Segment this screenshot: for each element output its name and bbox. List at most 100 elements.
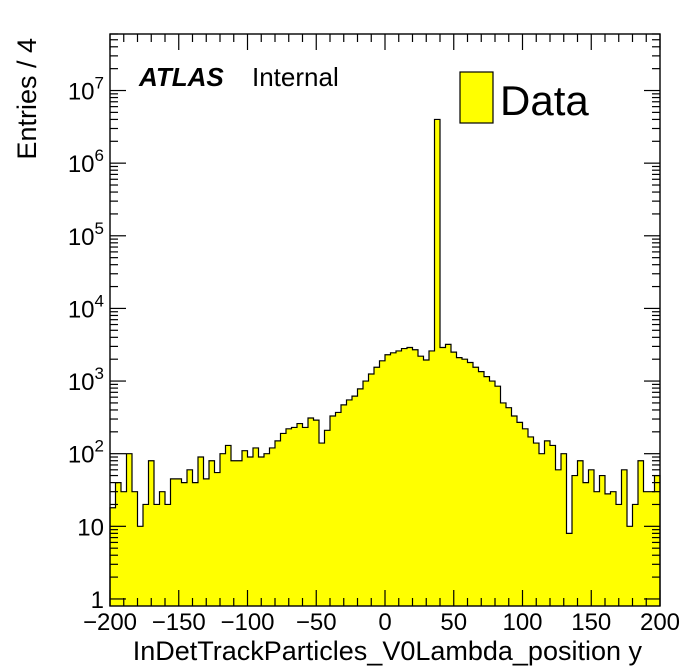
y-tick-label: 104 [68, 291, 104, 323]
histogram-bars [109, 118, 661, 607]
x-tick-label: −100 [220, 609, 274, 636]
histogram-bar [412, 349, 418, 606]
histogram-bar [522, 428, 528, 606]
histogram-bar [187, 469, 193, 606]
histogram-bar [319, 443, 325, 606]
histogram-bar [352, 396, 358, 606]
histogram-bar [643, 491, 649, 606]
histogram-bar [638, 460, 644, 606]
x-axis-title: InDetTrackParticles_V0Lambda_position y [133, 636, 643, 666]
y-tick-label: 106 [68, 146, 104, 178]
atlas-label: ATLAS [138, 62, 224, 92]
histogram-bar [445, 344, 451, 606]
histogram-bar [253, 447, 259, 606]
x-tick-label: 150 [571, 609, 611, 636]
histogram-bar [423, 359, 429, 606]
x-tick-label: −150 [152, 609, 206, 636]
histogram-bar [225, 445, 231, 606]
legend-label-data: Data [500, 77, 589, 124]
histogram-bar [500, 402, 506, 606]
histogram-bar [649, 491, 655, 606]
histogram-bar [126, 453, 132, 606]
histogram-bar [291, 427, 297, 606]
x-tick-label: 200 [640, 609, 680, 636]
histogram-bar [170, 478, 176, 606]
histogram-bar [577, 460, 583, 606]
histogram-bar [473, 367, 479, 606]
y-tick-label: 105 [68, 219, 104, 251]
histogram-bar [561, 453, 567, 606]
histogram-bar [555, 469, 561, 606]
histogram-bar [330, 416, 336, 606]
histogram-bar [115, 482, 121, 606]
histogram-bar [236, 460, 242, 606]
histogram-bar [154, 504, 160, 606]
histogram-bar [429, 350, 435, 606]
internal-label: Internal [252, 62, 339, 92]
x-tick-label: −50 [296, 609, 337, 636]
histogram-bar [269, 447, 275, 606]
histogram-bar [302, 427, 308, 606]
histogram-bar [495, 386, 501, 606]
histogram-bar [198, 457, 204, 606]
y-tick-label: 10 [77, 514, 104, 541]
histogram-bar [594, 491, 600, 606]
histogram-bar [286, 428, 292, 606]
histogram-bar [379, 360, 385, 606]
histogram-bar [313, 420, 319, 606]
x-tick-label: 0 [378, 609, 391, 636]
x-tick-label: 50 [440, 609, 467, 636]
y-tick-label: 103 [68, 364, 104, 396]
histogram-bar [396, 350, 402, 606]
histogram-bar [462, 359, 468, 606]
histogram-bar [258, 457, 264, 606]
histogram-bar [517, 422, 523, 606]
histogram-outline [109, 118, 661, 606]
histogram-bar [456, 357, 462, 606]
histogram-bar [110, 507, 116, 606]
y-tick-label: 107 [68, 74, 104, 106]
histogram-bar [220, 453, 226, 606]
histogram-bar [588, 469, 594, 606]
histogram-bar [599, 475, 605, 606]
histogram-bar [627, 526, 633, 606]
histogram-bar [264, 453, 270, 606]
histogram-bar [242, 450, 248, 606]
histogram-bar [165, 504, 171, 606]
histogram-bar [489, 381, 495, 606]
histogram-bar [192, 482, 198, 606]
histogram-bar [654, 475, 660, 606]
histogram-bar [324, 430, 330, 606]
histogram-bar [143, 504, 149, 606]
histogram-bar [506, 407, 512, 606]
histogram-bar [434, 119, 440, 607]
y-tick-label: 102 [68, 437, 104, 469]
histogram-bar [275, 440, 281, 606]
histogram-bar [297, 423, 303, 606]
y-axis-title: Entries / 4 [12, 38, 42, 160]
histogram-bar [621, 469, 627, 606]
histogram-bar [550, 445, 556, 606]
histogram-bar [539, 453, 545, 606]
histogram-bar [484, 376, 490, 606]
histogram-bar [616, 504, 622, 606]
histogram-bar [137, 526, 143, 606]
histogram-bar [308, 418, 314, 606]
histogram-bar [511, 416, 517, 606]
histogram-bar [533, 443, 539, 606]
histogram-bar [385, 354, 391, 606]
histogram-bar [346, 399, 352, 606]
histogram-bar [451, 352, 457, 606]
histogram-bar [605, 493, 611, 606]
histogram-bar [407, 347, 413, 606]
histogram-bar [159, 491, 165, 606]
histogram-bar [148, 460, 154, 606]
histogram-bar [341, 404, 347, 606]
y-tick-label: 1 [91, 587, 104, 614]
histogram-bar [247, 457, 253, 606]
histogram-bar [374, 367, 380, 606]
axis-ticks [109, 33, 661, 606]
histogram-bar [566, 533, 572, 606]
histogram-bar [610, 491, 616, 606]
histogram-bar [467, 362, 473, 606]
